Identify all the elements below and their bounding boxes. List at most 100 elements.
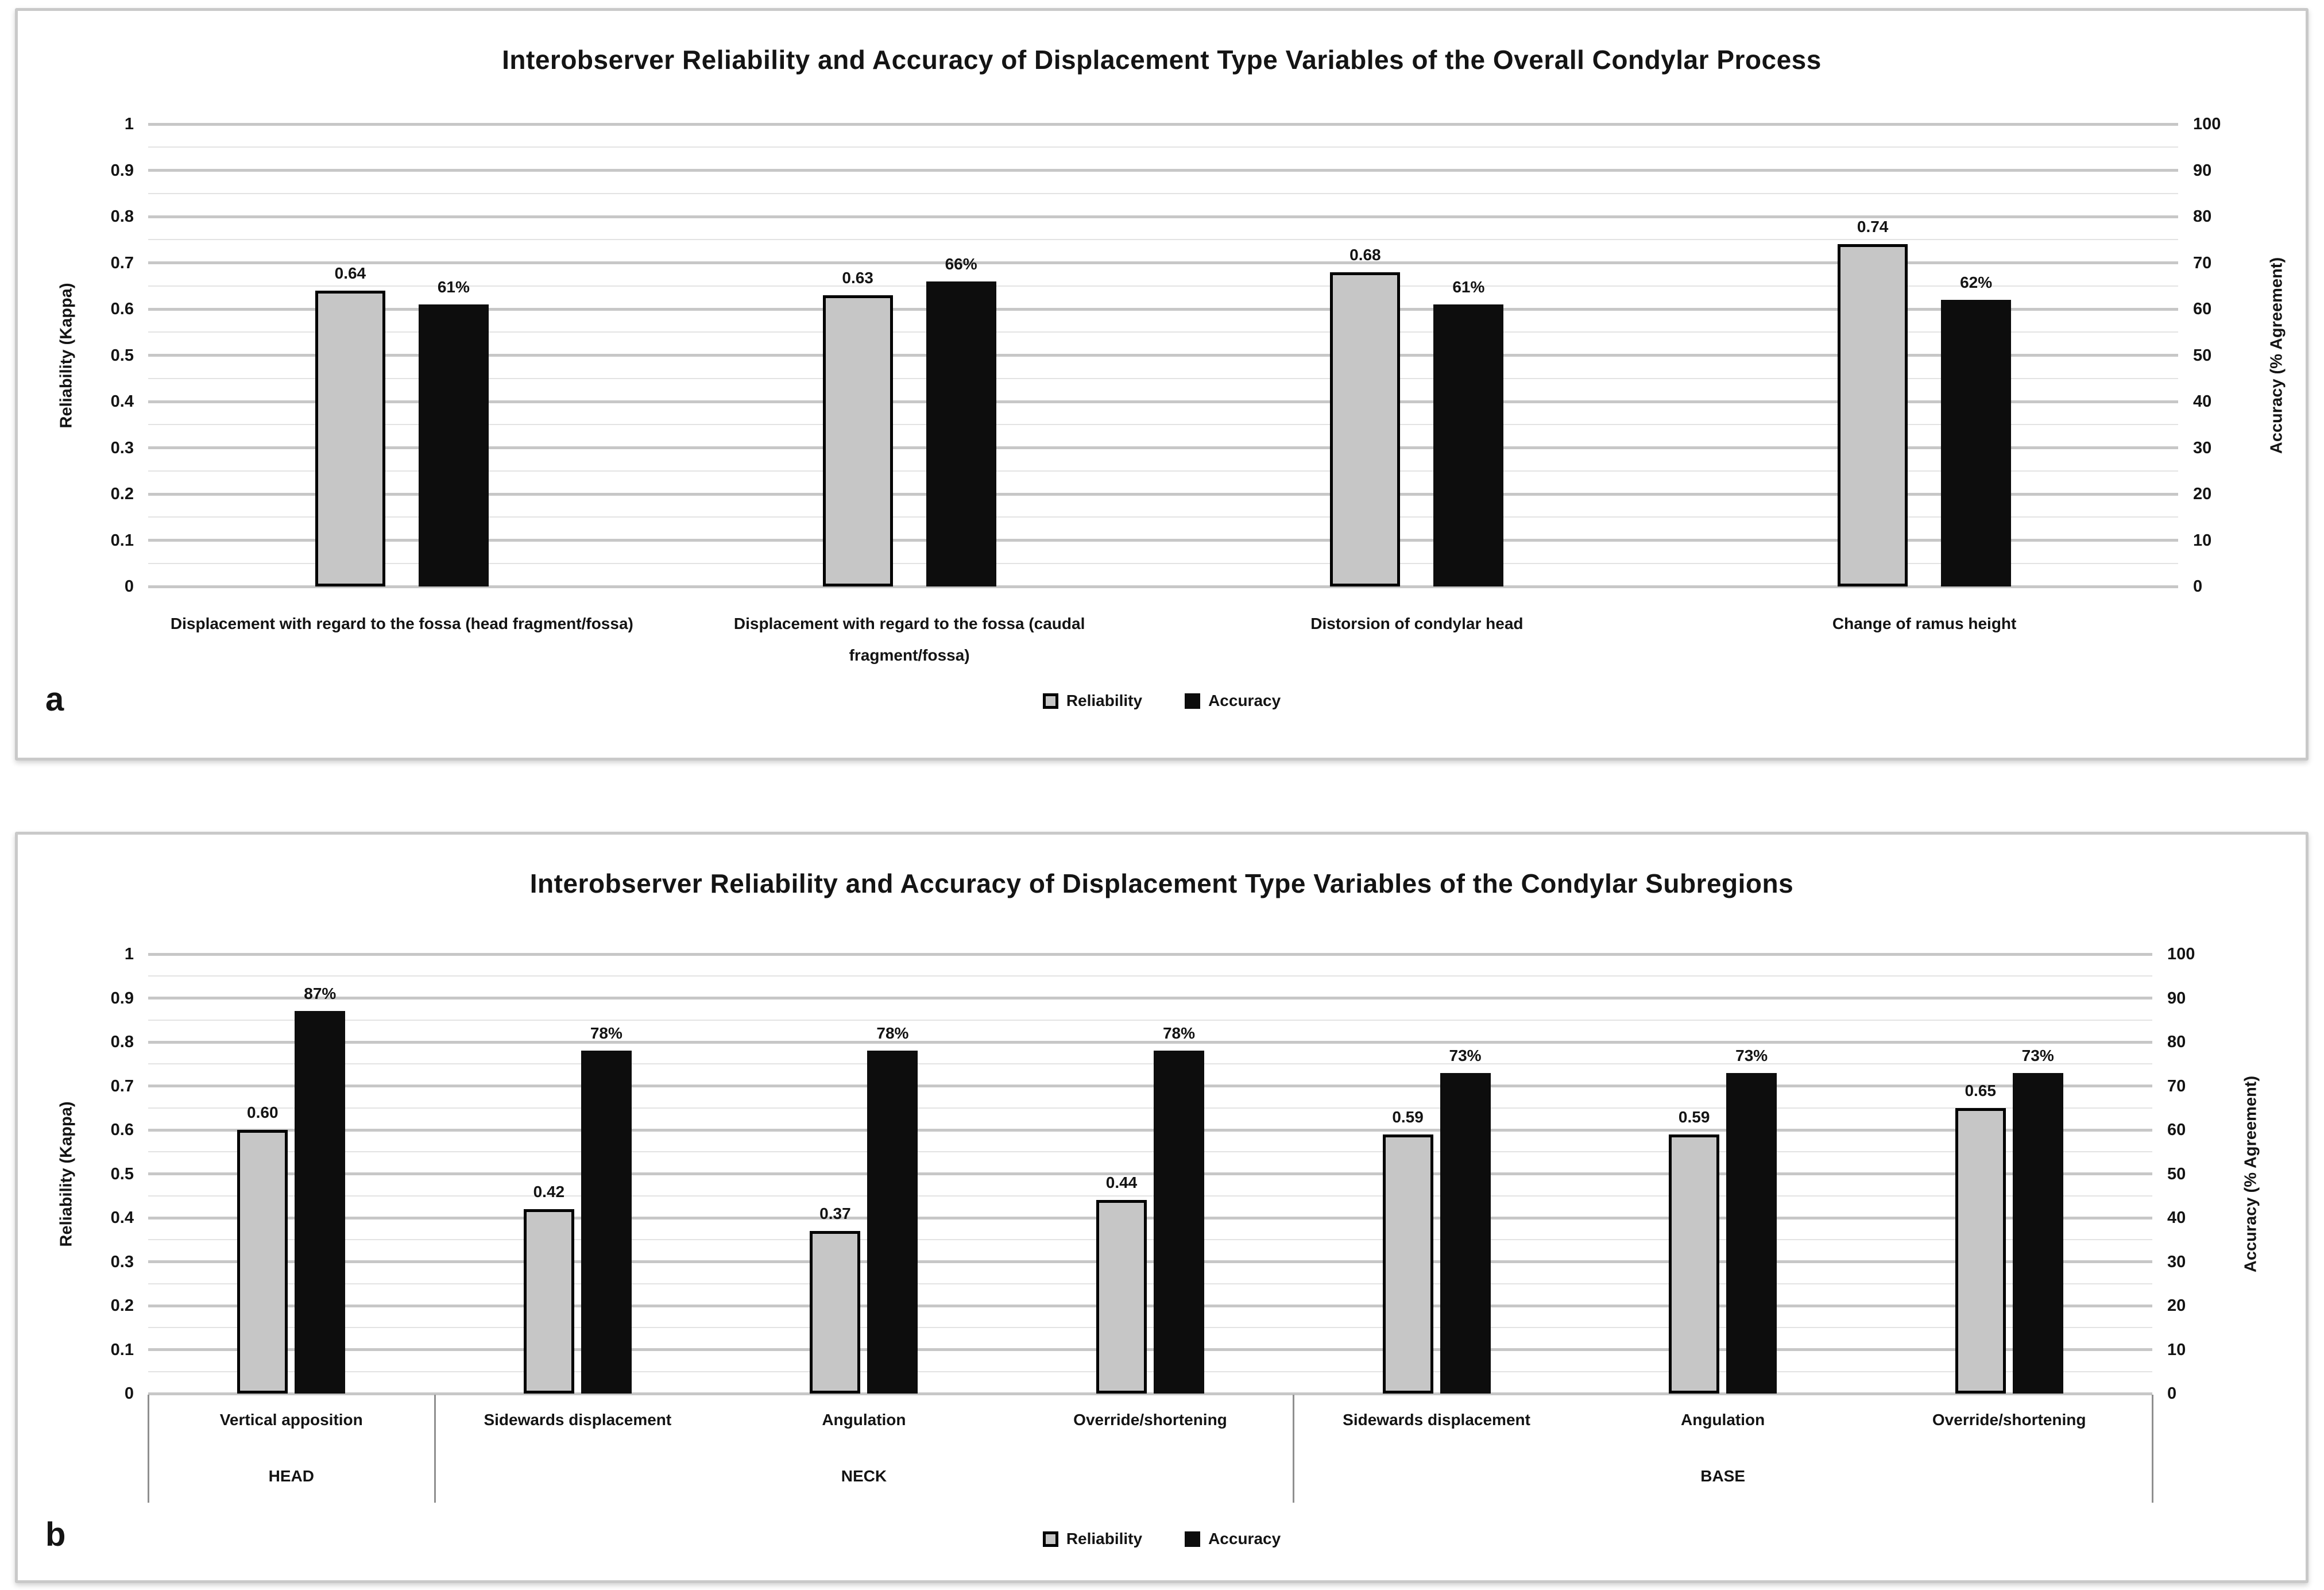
gridline <box>148 307 2178 311</box>
minor-gridline <box>148 1063 2152 1065</box>
minor-gridline <box>148 470 2178 472</box>
reliability-value-label: 0.65 <box>1965 1082 1996 1099</box>
left-axis-tick: 0.8 <box>110 207 134 226</box>
accuracy-bar <box>1154 1051 1204 1394</box>
right-axis-tick: 80 <box>2193 207 2212 226</box>
plot-area-a: 0.64 61% 0.63 66% 0.68 61% 0.74 62% <box>148 122 2178 588</box>
left-axis-tick: 1 <box>124 115 134 133</box>
minor-gridline <box>148 975 2152 977</box>
category-divider <box>1293 1395 1295 1503</box>
minor-gridline <box>148 146 2178 148</box>
reliability-bar <box>1096 1200 1147 1394</box>
accuracy-value-label: 78% <box>876 1024 909 1042</box>
accuracy-value-label: 78% <box>590 1024 622 1042</box>
right-axis-tick: 90 <box>2193 161 2212 180</box>
category-label: Angulation <box>1681 1411 1765 1429</box>
category-label: Override/shortening <box>1073 1411 1227 1429</box>
left-axis-tick: 0.2 <box>110 485 134 503</box>
plot-area-b: 0.60 87% 0.42 78% 0.37 78% 0.44 78% 0.59 73% 0.59 7… <box>148 952 2152 1395</box>
right-axis-tick: 50 <box>2193 346 2212 365</box>
minor-gridline <box>148 1107 2152 1109</box>
left-axis-tick: 1 <box>124 945 134 963</box>
right-axis-tick: 100 <box>2193 115 2221 133</box>
category-label: Vertical apposition <box>219 1411 363 1429</box>
reliability-bar <box>822 295 893 586</box>
gridline <box>148 1085 2152 1087</box>
right-axis-tick: 0 <box>2167 1384 2177 1403</box>
reliability-value-label: 0.63 <box>842 269 873 287</box>
gridline <box>148 1040 2152 1044</box>
gridline <box>148 1172 2152 1175</box>
minor-gridline <box>148 424 2178 426</box>
right-axis-tick: 60 <box>2193 300 2212 318</box>
left-axis-tick: 0.6 <box>110 1121 134 1139</box>
accuracy-bar <box>295 1011 346 1394</box>
right-axis-tick: 80 <box>2167 1033 2186 1051</box>
reliability-bar <box>1955 1108 2006 1394</box>
right-axis-tick: 30 <box>2167 1252 2186 1271</box>
category-divider <box>148 1395 149 1503</box>
gridline <box>148 446 2178 449</box>
left-axis-tick: 0.1 <box>110 531 134 550</box>
left-axis-tick: 0.9 <box>110 989 134 1008</box>
minor-gridline <box>148 1239 2152 1241</box>
right-axis-tick: 90 <box>2167 989 2186 1008</box>
left-axis-tick: 0.5 <box>110 346 134 365</box>
gridline <box>148 1216 2152 1219</box>
legend-swatch-reliability <box>1042 693 1058 709</box>
right-axis-tick: 40 <box>2167 1209 2186 1227</box>
category-label: Displacement with regard to the fossa (c… <box>733 615 1085 664</box>
minor-gridline <box>148 1019 2152 1021</box>
gridline <box>148 1348 2152 1351</box>
panel-letter-b: b <box>45 1516 66 1553</box>
category-divider <box>434 1395 436 1503</box>
reliability-bar <box>1382 1134 1433 1394</box>
category-label: Sidewards displacement <box>484 1411 672 1429</box>
gridline <box>148 539 2178 542</box>
gridline <box>148 1392 2152 1395</box>
accuracy-bar <box>2012 1073 2063 1394</box>
gridline <box>148 585 2178 588</box>
minor-gridline <box>148 1195 2152 1197</box>
minor-gridline <box>148 562 2178 564</box>
left-axis-tick: 0.4 <box>110 1209 134 1227</box>
reliability-value-label: 0.44 <box>1105 1174 1138 1191</box>
accuracy-value-label: 61% <box>437 278 470 296</box>
right-axis-tick: 50 <box>2167 1164 2186 1183</box>
reliability-value-label: 0.37 <box>819 1205 851 1222</box>
left-axis-tick: 0.2 <box>110 1296 134 1315</box>
left-axis-tick: 0.1 <box>110 1340 134 1359</box>
gridline <box>148 1304 2152 1307</box>
reliability-value-label: 0.60 <box>247 1103 279 1121</box>
panel-letter-a: a <box>45 681 64 718</box>
legend-label: Reliability <box>1066 1530 1143 1547</box>
gridline <box>148 215 2178 218</box>
legend-label: Reliability <box>1066 692 1143 709</box>
left-axis-tick: 0.5 <box>110 1164 134 1183</box>
legend-item-accuracy: Accuracy <box>1185 692 1281 710</box>
gridline <box>148 952 2152 956</box>
right-axis-tick: 10 <box>2167 1340 2186 1359</box>
right-axis-tick: 60 <box>2167 1121 2186 1139</box>
legend-item-reliability: Reliability <box>1042 1530 1143 1548</box>
category-label: Angulation <box>822 1411 906 1429</box>
legend-swatch-reliability <box>1042 1531 1058 1547</box>
gridline <box>148 169 2178 172</box>
gridline <box>148 122 2178 126</box>
left-axis-tick: 0 <box>124 577 134 596</box>
accuracy-value-label: 78% <box>1162 1024 1196 1042</box>
left-axis-tick: 0.7 <box>110 253 134 272</box>
left-axis-tick: 0.3 <box>110 438 134 457</box>
right-axis-tick: 0 <box>2193 577 2203 596</box>
reliability-bar <box>523 1209 574 1394</box>
left-axis-tick: 0.3 <box>110 1252 134 1271</box>
minor-gridline <box>148 239 2178 241</box>
accuracy-bar <box>1726 1073 1777 1394</box>
reliability-value-label: 0.42 <box>533 1183 565 1201</box>
minor-gridline <box>148 1151 2152 1153</box>
subregion-group-label: HEAD <box>268 1467 314 1485</box>
gridline <box>148 1128 2152 1132</box>
minor-gridline <box>148 516 2178 518</box>
right-axis-tick: 70 <box>2167 1076 2186 1095</box>
gridline <box>148 492 2178 496</box>
